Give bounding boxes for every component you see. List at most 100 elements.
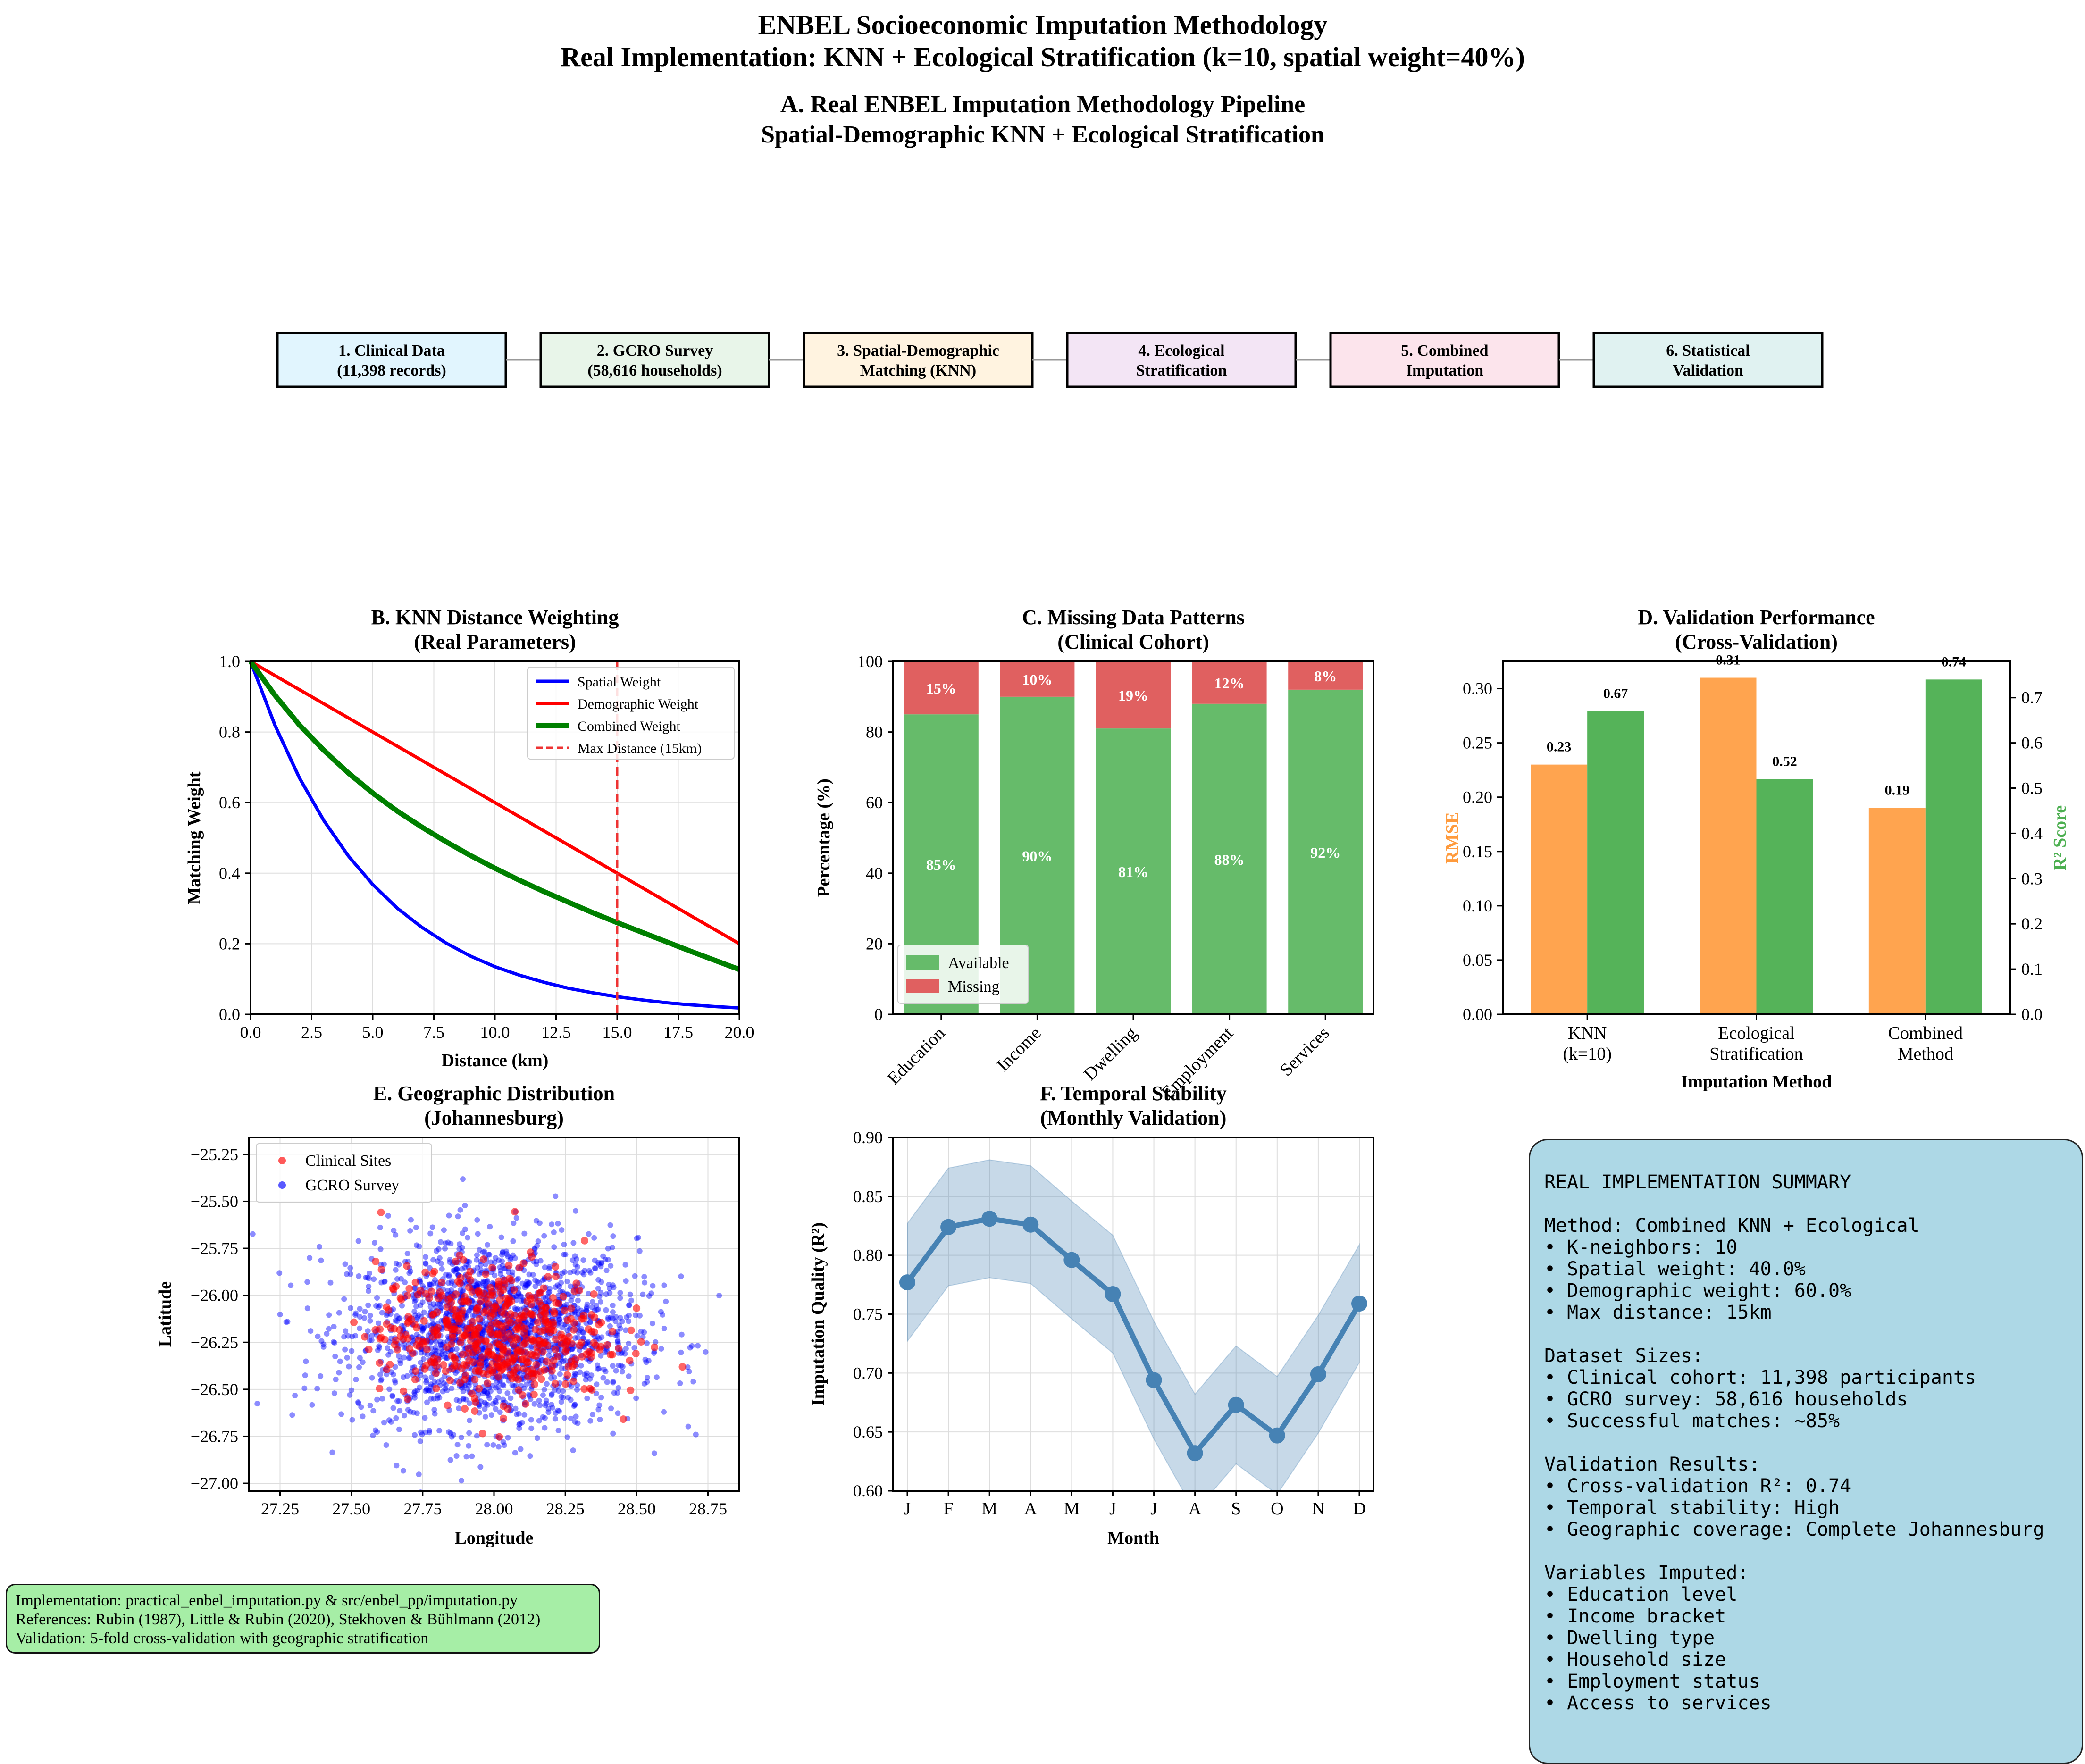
- gcro-survey-point: [649, 1321, 655, 1327]
- bar-r2: [1587, 711, 1644, 1014]
- gcro-survey-point: [529, 1319, 536, 1325]
- clinical-site-point: [400, 1387, 408, 1395]
- gcro-survey-point: [641, 1329, 647, 1335]
- gcro-survey-point: [474, 1257, 480, 1263]
- gcro-survey-point: [393, 1267, 399, 1273]
- gcro-survey-point: [338, 1411, 344, 1417]
- gcro-survey-point: [439, 1349, 445, 1355]
- gcro-survey-point: [482, 1388, 488, 1394]
- gcro-survey-point: [572, 1419, 578, 1425]
- gcro-survey-point: [585, 1339, 591, 1345]
- gcro-survey-point: [459, 1245, 465, 1251]
- y-axis-label: Imputation Quality (R²): [808, 1222, 828, 1406]
- clinical-site-point: [460, 1331, 468, 1339]
- gcro-survey-point: [528, 1343, 535, 1349]
- gcro-survey-point: [603, 1291, 609, 1297]
- gcro-survey-point: [461, 1396, 467, 1403]
- gcro-survey-point: [377, 1224, 383, 1230]
- gcro-survey-point: [557, 1288, 563, 1294]
- clinical-site-point: [452, 1290, 460, 1298]
- gcro-survey-point: [716, 1293, 722, 1299]
- clinical-site-point: [567, 1304, 575, 1313]
- clinical-site-point: [493, 1304, 501, 1312]
- gcro-survey-point: [596, 1294, 603, 1300]
- gcro-survey-point: [587, 1418, 594, 1424]
- gcro-survey-point: [478, 1398, 484, 1405]
- clinical-site-point: [469, 1318, 477, 1326]
- x-axis-label: Imputation Method: [1681, 1072, 1832, 1092]
- y-right-tick-label: 0.0: [2021, 1005, 2043, 1024]
- gcro-survey-point: [546, 1264, 553, 1270]
- gcro-survey-point: [569, 1346, 575, 1352]
- clinical-site-point: [494, 1354, 502, 1363]
- gcro-survey-point: [573, 1256, 579, 1262]
- y-tick-label: 0.15: [1463, 842, 1492, 861]
- figure-title-line1: ENBEL Socioeconomic Imputation Methodolo…: [758, 9, 1328, 40]
- gcro-survey-point: [551, 1374, 557, 1380]
- gcro-survey-point: [486, 1251, 492, 1257]
- gcro-survey-point: [559, 1365, 565, 1371]
- gcro-survey-point: [514, 1294, 520, 1300]
- gcro-survey-point: [423, 1261, 429, 1267]
- gcro-survey-point: [352, 1310, 359, 1316]
- clinical-site-point: [537, 1301, 545, 1309]
- clinical-site-point: [458, 1310, 466, 1318]
- clinical-site-point: [458, 1298, 466, 1306]
- gcro-survey-point: [499, 1252, 505, 1258]
- x-tick-label: Stratification: [1709, 1044, 1803, 1064]
- gcro-survey-point: [348, 1387, 354, 1393]
- gcro-survey-point: [348, 1305, 354, 1311]
- gcro-survey-point: [582, 1268, 588, 1274]
- gcro-survey-point: [365, 1288, 371, 1294]
- gcro-survey-point: [437, 1341, 444, 1347]
- gcro-survey-point: [558, 1394, 564, 1400]
- x-tick-label: M: [1063, 1499, 1080, 1519]
- gcro-survey-point: [610, 1379, 616, 1386]
- clinical-site-point: [475, 1385, 483, 1393]
- gcro-survey-point: [646, 1293, 652, 1299]
- x-tick-label: 27.75: [403, 1499, 442, 1518]
- x-tick-label: 5.0: [362, 1023, 384, 1042]
- clinical-site-point: [549, 1319, 557, 1327]
- gcro-survey-point: [446, 1273, 452, 1279]
- gcro-survey-point: [615, 1338, 621, 1345]
- clinical-site-point: [465, 1283, 473, 1291]
- gcro-survey-point: [661, 1409, 667, 1415]
- gcro-survey-point: [469, 1304, 475, 1310]
- x-tick-label: 27.25: [261, 1499, 299, 1518]
- gcro-survey-point: [365, 1302, 371, 1308]
- gcro-survey-point: [399, 1303, 405, 1309]
- gcro-survey-point: [443, 1355, 449, 1361]
- gcro-survey-point: [414, 1410, 420, 1416]
- gcro-survey-point: [437, 1342, 444, 1348]
- gcro-survey-point: [421, 1324, 427, 1330]
- gcro-survey-point: [468, 1304, 474, 1311]
- gcro-survey-point: [303, 1358, 309, 1364]
- clinical-site-point: [571, 1355, 579, 1363]
- gcro-survey-point: [301, 1385, 308, 1391]
- line-layer: [899, 1159, 1367, 1491]
- clinical-site-point: [486, 1329, 494, 1337]
- x-tick-label: Ecological: [1718, 1023, 1794, 1043]
- gcro-survey-point: [610, 1363, 616, 1369]
- x-tick-label: F: [944, 1499, 954, 1519]
- gcro-survey-point: [438, 1346, 444, 1352]
- gcro-survey-point: [391, 1228, 397, 1234]
- pipeline-step-box: [1592, 332, 1824, 388]
- gcro-survey-point: [490, 1374, 496, 1380]
- gcro-survey-point: [482, 1413, 488, 1420]
- x-tick-label: KNN: [1568, 1023, 1607, 1043]
- pipeline-step-box: [1329, 332, 1560, 388]
- gcro-survey-point: [463, 1454, 469, 1460]
- gcro-survey-point: [608, 1405, 614, 1412]
- gcro-survey-point: [392, 1379, 398, 1386]
- y-tick-label: −26.25: [191, 1333, 238, 1352]
- quality-point: [1228, 1396, 1244, 1413]
- gcro-survey-point: [568, 1397, 574, 1403]
- gcro-survey-point: [392, 1364, 398, 1370]
- summary-line: Validation Results:: [1544, 1454, 1760, 1475]
- gcro-survey-point: [435, 1379, 441, 1385]
- gcro-survey-point: [466, 1259, 472, 1265]
- gcro-survey-point: [591, 1235, 597, 1241]
- gcro-survey-point: [384, 1312, 390, 1318]
